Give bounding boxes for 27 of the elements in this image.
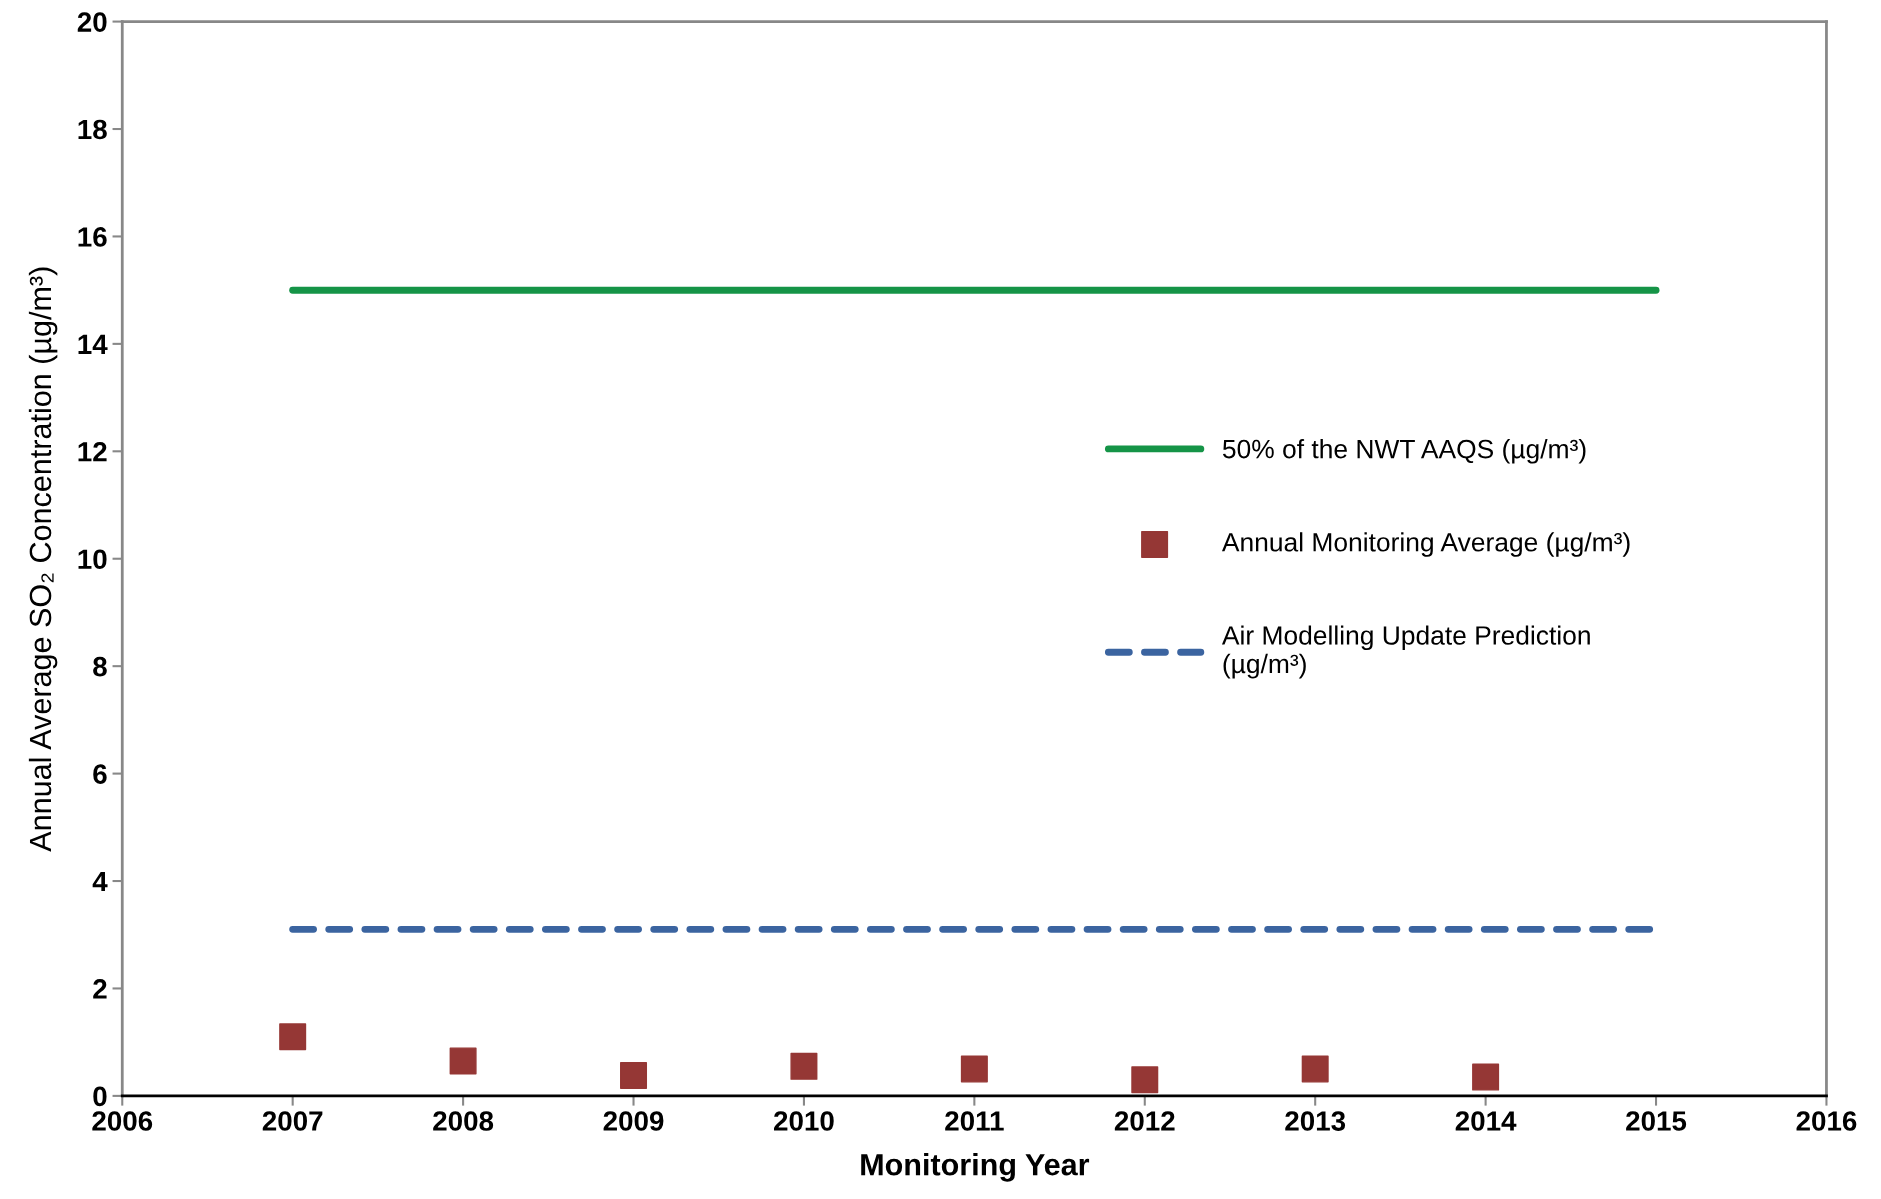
legend-label: 50% of the NWT AAQS (µg/m³) [1222, 439, 1586, 464]
x-tick-label: 2011 [945, 1111, 1004, 1131]
x-tick-label: 2013 [1285, 1111, 1346, 1131]
y-tick-label: 4 [92, 871, 108, 892]
legend-label: Air Modelling Update Prediction (µg/m³) [1221, 625, 1590, 679]
y-tick-label: 2 [93, 979, 107, 999]
y-tick-label: 20 [77, 12, 107, 32]
x-tick-label: 2010 [774, 1111, 834, 1131]
y-axis-title: Annual Average SO₂ Concentration (µg/m³) [28, 267, 58, 852]
x-axis-title: Monitoring Year [861, 1153, 1090, 1182]
y-tick-label: 12 [78, 441, 107, 462]
x-tick-label: 2015 [1626, 1111, 1687, 1131]
x-tick-label: 2006 [92, 1111, 153, 1131]
x-tick-label: 2008 [433, 1111, 494, 1131]
y-tick-label: 0 [93, 1086, 107, 1107]
x-tick-label: 2012 [1114, 1111, 1175, 1131]
y-tick-label: 6 [93, 764, 107, 784]
x-tick-label: 2014 [1455, 1111, 1517, 1131]
x-tick-label: 2009 [603, 1111, 664, 1131]
x-tick-label: 2016 [1796, 1111, 1857, 1131]
y-tick-label: 10 [78, 549, 107, 570]
y-tick-label: 16 [78, 227, 107, 247]
y-tick-label: 8 [93, 656, 107, 677]
y-tick-label: 14 [78, 334, 108, 354]
y-tick-label: 18 [78, 119, 107, 140]
x-tick-label: 2007 [262, 1111, 323, 1131]
legend-label: Annual Monitoring Average (µg/m³) [1221, 532, 1630, 557]
